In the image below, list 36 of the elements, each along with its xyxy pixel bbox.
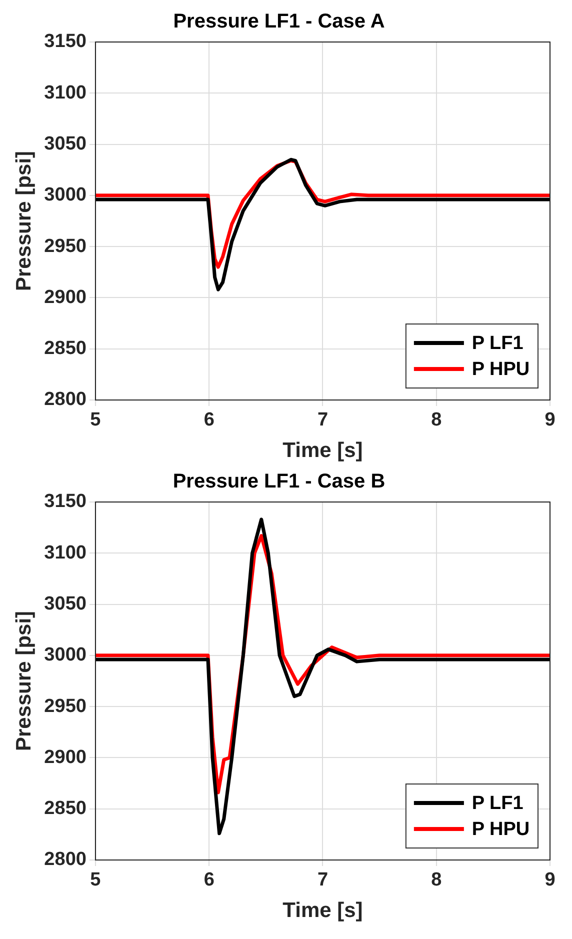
y-axis-title: Pressure [psi] [12,610,36,752]
x-tick-label: 5 [90,410,102,431]
chart-title: Pressure LF1 - Case A [173,10,385,33]
x-tick-label: 8 [431,870,442,891]
y-tick-label: 2950 [44,236,86,257]
y-tick-label: 2800 [44,849,86,870]
y-tick-label: 3050 [44,134,86,155]
x-tick-label: 9 [544,870,556,891]
x-tick-label: 6 [204,870,214,891]
x-axis-title: Time [s] [282,899,363,922]
y-tick-label: 2950 [44,696,86,717]
x-tick-label: 6 [204,410,214,431]
legend-label: P LF1 [472,333,524,354]
y-tick-label: 2900 [44,286,86,308]
x-tick-label: 7 [317,870,328,891]
x-axis-title: Time [s] [282,439,363,462]
y-tick-label: 3000 [44,644,86,666]
y-tick-label: 2850 [44,798,86,820]
y-tick-label: 2900 [44,746,86,768]
y-tick-label: 2800 [44,389,86,410]
legend-label: P HPU [472,819,530,840]
x-tick-label: 7 [317,410,328,431]
legend-label: P LF1 [472,793,524,814]
y-axis-title: Pressure [psi] [12,150,36,292]
y-tick-label: 3100 [44,82,86,104]
y-tick-label: 3150 [44,31,86,52]
legend-label: P HPU [472,359,530,380]
x-tick-label: 9 [544,410,556,431]
y-tick-label: 3050 [44,594,86,615]
y-tick-label: 3100 [44,542,86,564]
y-tick-label: 3150 [44,491,86,512]
y-tick-label: 2850 [44,338,86,360]
chart-title: Pressure LF1 - Case B [172,470,386,493]
y-tick-label: 3000 [44,184,86,206]
x-tick-label: 8 [431,410,442,431]
x-tick-label: 5 [90,870,102,891]
